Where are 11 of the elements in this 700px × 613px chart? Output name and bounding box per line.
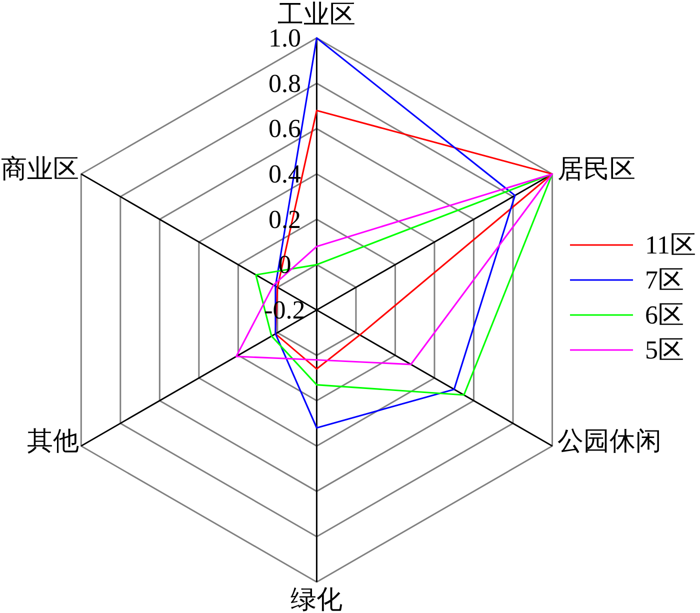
legend-label: 5区 <box>645 336 684 364</box>
y-tick-label: 0.6 <box>268 114 301 144</box>
spoke-label: 公园休闲 <box>557 426 662 456</box>
legend-label: 7区 <box>645 266 684 294</box>
spoke-label: 绿化 <box>290 585 343 613</box>
spoke-label: 其他 <box>27 426 80 456</box>
legend-label: 6区 <box>645 300 684 330</box>
y-tick-label: 0.8 <box>268 68 301 98</box>
legend-label: 11区 <box>645 230 696 260</box>
spoke-label: 居民区 <box>557 154 636 184</box>
spoke-label: 商业区 <box>1 154 80 184</box>
